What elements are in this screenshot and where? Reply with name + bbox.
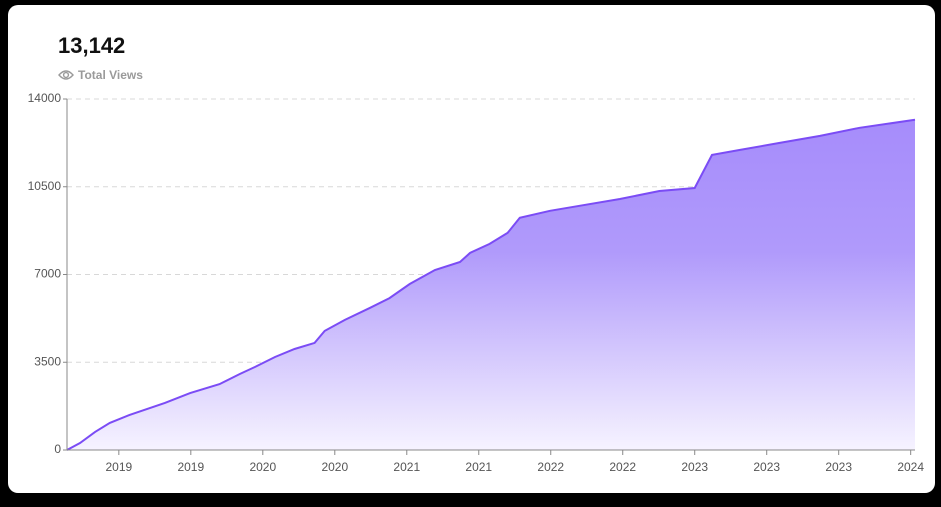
x-tick-label: 2019: [177, 460, 204, 474]
y-tick-label: 0: [54, 442, 61, 456]
area-line: [66, 118, 916, 451]
y-tick-label: 10500: [28, 179, 62, 193]
x-tick-label: 2023: [681, 460, 708, 474]
y-tick-label: 3500: [34, 354, 61, 368]
y-tick-label: 14000: [28, 91, 62, 105]
x-tick-label: 2021: [465, 460, 492, 474]
x-tick-label: 2022: [609, 460, 636, 474]
x-tick-label: 2020: [321, 460, 348, 474]
x-tick-label: 2019: [105, 460, 132, 474]
x-tick-label: 2020: [249, 460, 276, 474]
total-value: 13,142: [58, 33, 126, 58]
x-tick-label: 2021: [393, 460, 420, 474]
subtitle-text: Total Views: [78, 68, 143, 82]
subtitle: Total Views: [58, 68, 143, 82]
x-tick-label: 2023: [753, 460, 780, 474]
area-fill: [67, 119, 915, 451]
x-tick-label: 2022: [537, 460, 564, 474]
x-tick-label: 2023: [825, 460, 852, 474]
x-tick-label: 2024: [897, 460, 924, 474]
y-tick-label: 7000: [34, 267, 61, 281]
eye-icon: [58, 70, 74, 80]
